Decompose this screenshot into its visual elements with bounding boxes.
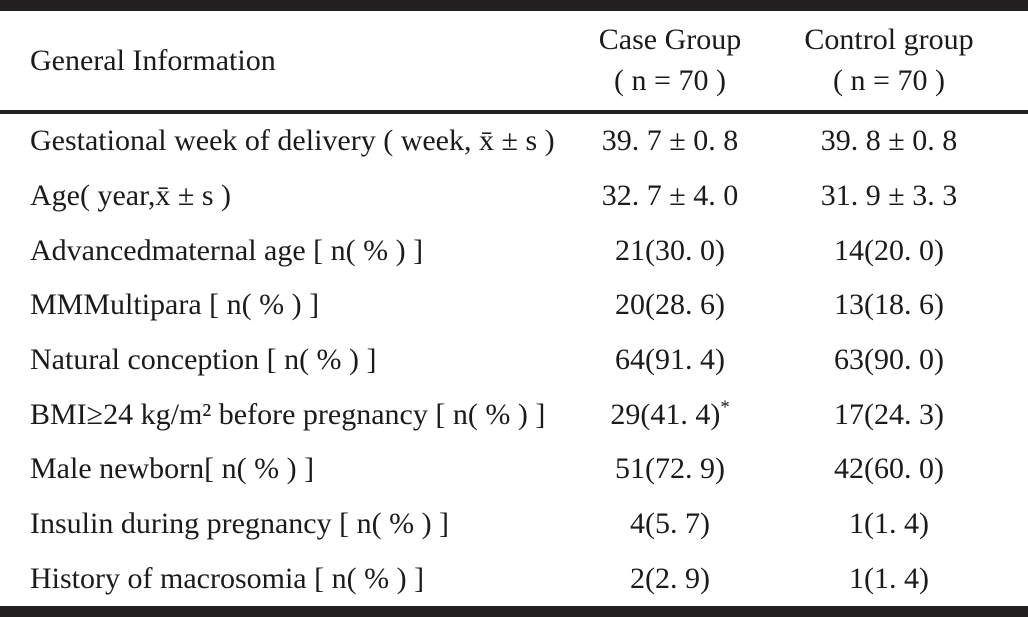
case-value: 51(72. 9): [560, 452, 780, 486]
case-value-text: 51(72. 9): [615, 452, 725, 486]
table-row: Male newborn[ n( % ) ] 51(72. 9) 42(60. …: [0, 442, 1028, 497]
table-body: Gestational week of delivery ( week, x̄ …: [0, 114, 1028, 606]
case-value: 4(5. 7): [560, 507, 780, 541]
case-value-text: 4(5. 7): [630, 507, 710, 541]
case-value-text: 39. 7 ± 0. 8: [601, 124, 739, 158]
case-value: 21(30. 0): [560, 234, 780, 268]
case-value-text: 29(41. 4): [610, 397, 721, 431]
row-label: History of macrosomia [ n( % ) ]: [30, 561, 425, 595]
control-value: 1(1. 4): [849, 561, 929, 595]
case-value-text: 21(30. 0): [615, 233, 725, 267]
table-row: Natural conception [ n( % ) ] 64(91. 4) …: [0, 333, 1028, 388]
table-top-border: [0, 0, 1028, 11]
row-label: Gestational week of delivery ( week, x̄ …: [30, 124, 555, 158]
control-value: 1(1. 4): [849, 507, 929, 541]
header-label-general-information: General Information: [30, 43, 276, 77]
table-row: Advancedmaternal age [ n( % ) ] 21(30. 0…: [0, 223, 1028, 278]
control-value: 31. 9 ± 3. 3: [820, 179, 958, 212]
control-value: 42(60. 0): [834, 452, 944, 486]
header-cell-control-group: Control group ( n = 70 ): [780, 11, 1028, 110]
table-header-row: General Information Case Group ( n = 70 …: [0, 11, 1028, 110]
control-value: 17(24. 3): [834, 397, 944, 431]
table-row: BMI≥24 kg/m² before pregnancy [ n( % ) ]…: [0, 387, 1028, 442]
table-row: Gestational week of delivery ( week, x̄ …: [0, 114, 1028, 169]
header-label-case-group: Case Group: [598, 23, 742, 57]
table-bottom-border: [0, 606, 1028, 617]
table-row: Age( year,x̄ ± s ) 32. 7 ± 4. 0 31. 9 ± …: [0, 169, 1028, 224]
header-label-case-group-n: ( n = 70 ): [614, 63, 726, 97]
table-row: MMMultipara [ n( % ) ] 20(28. 6) 13(18. …: [0, 278, 1028, 333]
case-value: 2(2. 9): [560, 562, 780, 596]
control-value: 14(20. 0): [834, 233, 944, 267]
case-value: 29(41. 4)*: [560, 398, 780, 432]
header-cell-general-information: General Information: [0, 11, 560, 110]
case-value: 20(28. 6): [560, 288, 780, 322]
control-value: 13(18. 6): [834, 288, 944, 322]
case-value-text: 20(28. 6): [615, 288, 725, 322]
header-label-control-group: Control group: [804, 23, 974, 57]
table-header-separator: [0, 110, 1028, 114]
row-label: Insulin during pregnancy [ n( % ) ]: [30, 507, 450, 541]
case-value: 32. 7 ± 4. 0: [560, 179, 780, 213]
table-row: Insulin during pregnancy [ n( % ) ] 4(5.…: [0, 497, 1028, 552]
row-label: Advancedmaternal age [ n( % ) ]: [30, 233, 424, 267]
case-value-text: 64(91. 4): [615, 343, 725, 377]
case-value-significance-asterisk: *: [720, 396, 730, 418]
row-label: MMMultipara [ n( % ) ]: [30, 288, 320, 322]
header-label-control-group-n: ( n = 70 ): [833, 63, 945, 97]
row-label: BMI≥24 kg/m² before pregnancy [ n( % ) ]: [30, 397, 546, 431]
header-cell-case-group: Case Group ( n = 70 ): [560, 11, 780, 110]
case-value-text: 2(2. 9): [630, 561, 710, 595]
control-value: 39. 8 ± 0. 8: [820, 124, 958, 158]
case-value: 64(91. 4): [560, 343, 780, 377]
row-label: Male newborn[ n( % ) ]: [30, 452, 315, 486]
row-label: Natural conception [ n( % ) ]: [30, 343, 377, 377]
row-label: Age( year,x̄ ± s ): [30, 179, 232, 212]
case-value: 39. 7 ± 0. 8: [560, 124, 780, 158]
case-value-text: 32. 7 ± 4. 0: [601, 179, 739, 212]
table-row: History of macrosomia [ n( % ) ] 2(2. 9)…: [0, 551, 1028, 606]
control-value: 63(90. 0): [834, 343, 944, 377]
